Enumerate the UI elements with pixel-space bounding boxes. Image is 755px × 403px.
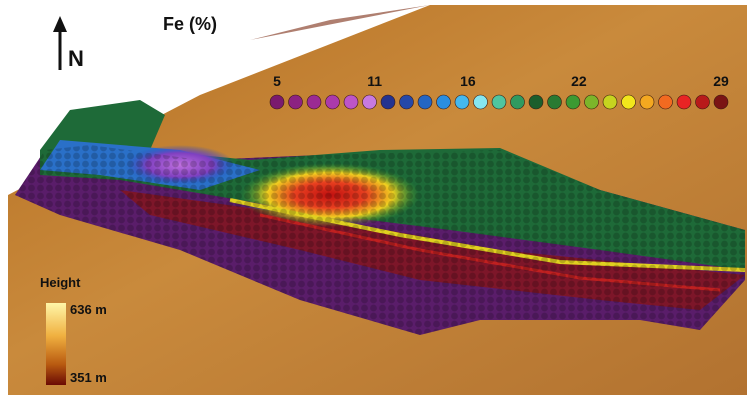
- fe-color-dot: [363, 95, 377, 109]
- fe-color-dot: [418, 95, 432, 109]
- fe-color-dot: [492, 95, 506, 109]
- fe-color-dot: [603, 95, 617, 109]
- fe-color-dot: [640, 95, 654, 109]
- fe-color-dot: [289, 95, 303, 109]
- fe-color-dot: [714, 95, 728, 109]
- height-min: 351 m: [70, 370, 107, 385]
- fe-color-dot: [529, 95, 543, 109]
- north-label: N: [68, 46, 84, 71]
- fe-color-dot: [677, 95, 691, 109]
- height-legend-title: Height: [40, 275, 81, 290]
- fe-color-dot: [696, 95, 710, 109]
- fe-color-dot: [344, 95, 358, 109]
- height-max: 636 m: [70, 302, 107, 317]
- fe-color-dot: [548, 95, 562, 109]
- fe-legend-label: 5: [273, 73, 281, 89]
- fe-legend-label: 29: [713, 73, 729, 89]
- scene: N Fe (%) 5 11 16 22 29 Height 636 m 351 m: [0, 0, 755, 403]
- fe-legend-label: 22: [571, 73, 587, 89]
- height-color-bar: [46, 303, 66, 385]
- page: N Fe (%) 511162229 Height 636 m 351 m ((…: [0, 0, 755, 403]
- fe-color-dot: [270, 95, 284, 109]
- fe-color-dot: [307, 95, 321, 109]
- fe-color-dot: [381, 95, 395, 109]
- fe-color-dot: [326, 95, 340, 109]
- fe-color-dot: [474, 95, 488, 109]
- fe-color-dot: [659, 95, 673, 109]
- fe-color-dot: [585, 95, 599, 109]
- fe-color-dot: [400, 95, 414, 109]
- fe-color-dot: [511, 95, 525, 109]
- fe-legend-label: 11: [367, 73, 382, 89]
- title: Fe (%): [163, 14, 217, 34]
- fe-color-dot: [622, 95, 636, 109]
- fe-color-dot: [437, 95, 451, 109]
- fe-legend-label: 16: [460, 73, 476, 89]
- fe-color-dot: [455, 95, 469, 109]
- fe-color-dot: [566, 95, 580, 109]
